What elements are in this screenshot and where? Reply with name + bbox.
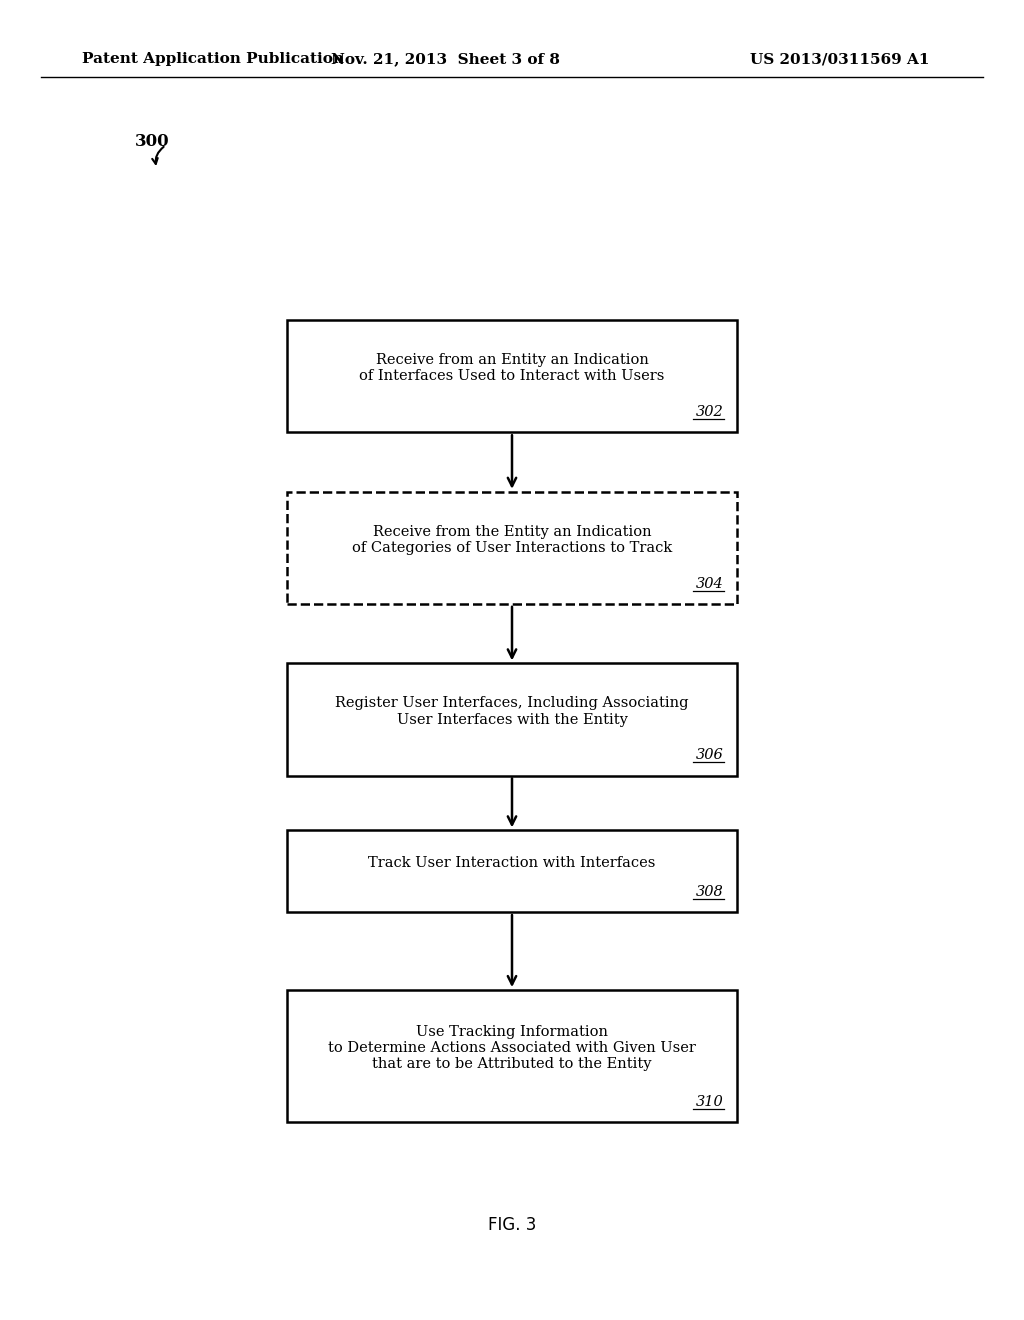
Text: US 2013/0311569 A1: US 2013/0311569 A1 <box>750 53 930 66</box>
Text: 304: 304 <box>696 577 724 591</box>
FancyBboxPatch shape <box>287 663 737 776</box>
FancyBboxPatch shape <box>287 830 737 912</box>
FancyBboxPatch shape <box>287 990 737 1122</box>
Text: 308: 308 <box>696 884 724 899</box>
Text: Use Tracking Information
to Determine Actions Associated with Given User
that ar: Use Tracking Information to Determine Ac… <box>328 1024 696 1072</box>
Text: Track User Interaction with Interfaces: Track User Interaction with Interfaces <box>369 857 655 870</box>
Text: Register User Interfaces, Including Associating
User Interfaces with the Entity: Register User Interfaces, Including Asso… <box>335 697 689 726</box>
Text: Receive from the Entity an Indication
of Categories of User Interactions to Trac: Receive from the Entity an Indication of… <box>352 525 672 554</box>
Text: 302: 302 <box>696 405 724 420</box>
Text: Patent Application Publication: Patent Application Publication <box>82 53 344 66</box>
Text: 300: 300 <box>135 133 170 149</box>
Text: Nov. 21, 2013  Sheet 3 of 8: Nov. 21, 2013 Sheet 3 of 8 <box>331 53 560 66</box>
FancyBboxPatch shape <box>287 492 737 605</box>
Text: 306: 306 <box>696 748 724 762</box>
Text: Receive from an Entity an Indication
of Interfaces Used to Interact with Users: Receive from an Entity an Indication of … <box>359 354 665 383</box>
Text: 310: 310 <box>696 1094 724 1109</box>
Text: FIG. 3: FIG. 3 <box>487 1216 537 1234</box>
FancyBboxPatch shape <box>287 321 737 433</box>
